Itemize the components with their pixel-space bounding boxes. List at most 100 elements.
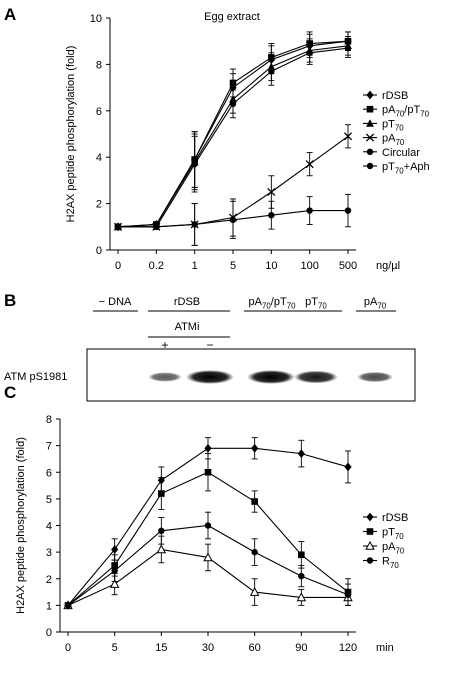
panel-a-point [268, 68, 275, 75]
panel-a-y-tick-label: 6 [96, 106, 102, 118]
panel-c-point [344, 591, 352, 598]
panel-c-y-tick-label: 0 [46, 627, 52, 639]
panel-c-y-tick-label: 3 [46, 547, 52, 559]
panel-c-point [344, 462, 352, 472]
panel-a-point [229, 79, 237, 87]
panel-a-point [191, 160, 198, 168]
panel-c-legend-marker [366, 512, 374, 522]
blot-band [186, 370, 234, 384]
panel-c-legend-label: pT70 [382, 527, 404, 541]
panel-a-legend-label: pT70 [382, 118, 404, 132]
panel-c-y-tick-label: 1 [46, 600, 52, 612]
blot-band [356, 371, 394, 383]
panel-a-point [229, 216, 237, 224]
panel-a-x-tick-label: 10 [265, 260, 277, 272]
panel-a-point [268, 212, 275, 219]
panel-c-y-label: H2AX peptide phosphorylation (fold) [15, 437, 27, 614]
panel-a-legend-label: pA70 [382, 133, 405, 147]
panel-c-point [204, 468, 212, 476]
panel-a-point [229, 100, 237, 108]
blot-ATMi-plus: + [161, 338, 168, 352]
panel-a-legend-marker [365, 133, 375, 142]
panel-a-legend-marker [366, 162, 374, 170]
panel-c-x-tick-label: 60 [249, 642, 261, 654]
panel-c-point [158, 490, 165, 497]
panel-c-x-tick-label: 120 [339, 642, 357, 654]
panel-c-point [298, 572, 305, 580]
panel-c-point [251, 443, 259, 453]
panel-c-point [109, 578, 120, 588]
panel-a-y-tick-label: 2 [96, 199, 102, 211]
panel-a-point [114, 223, 122, 230]
panel-c-y-tick-label: 7 [46, 441, 52, 453]
blot-row-label: ATM pS1981 [4, 371, 67, 383]
panel-a-legend-marker [366, 90, 374, 100]
panel-c-legend-marker [366, 528, 374, 535]
panel-a-point [344, 207, 352, 214]
panel-a-y-tick-label: 10 [90, 13, 102, 25]
panel-c-x-tick-label: 30 [202, 642, 214, 654]
panel-a-legend-label: pA70/pT70 [382, 104, 430, 118]
panel-a-title: Egg extract [204, 11, 260, 23]
blot-band [293, 370, 339, 384]
panel-c-point [297, 449, 305, 459]
panel-a-legend-marker [366, 105, 374, 113]
panel-a-legend-marker [366, 148, 374, 155]
panel-c-point [251, 548, 258, 556]
panel-a-y-tick-label: 0 [96, 245, 102, 257]
panel-c-x-tick-label: 5 [112, 642, 118, 654]
panel-c-chart: 0 1 2 3 4 5 6 7 8 0 5 15 30 60 90 120 min H2AX peptide ph… [15, 414, 408, 654]
panel-c-point [158, 527, 165, 535]
blot-header-pa: pA70 [364, 296, 387, 310]
panel-a-point [305, 160, 314, 169]
blot-header-no-dna: − DNA [99, 296, 132, 308]
panel-c-point [249, 586, 260, 596]
panel-c-y-tick-label: 4 [46, 521, 52, 533]
panel-a-legend-label: pT70+Aph [382, 161, 430, 175]
panel-c-x-tick-label: 15 [155, 642, 167, 654]
panel-b-blot: − DNA rDSB pA70/pT70 pT70 pA70 ATMi + − ATM pS19… [4, 296, 416, 402]
panel-a-y-tick-label: 8 [96, 59, 102, 71]
blot-header-atmi: ATMi [175, 321, 200, 333]
panel-c-point [204, 522, 212, 529]
panel-a-point [267, 187, 276, 197]
panel-c-y-tick-label: 8 [46, 414, 52, 426]
panel-c-point [298, 551, 305, 559]
blot-ATMi-minus: − [206, 338, 213, 352]
panel-c-x-tick-label: 0 [65, 642, 71, 654]
blot-header-papt: pA70/pT70 [249, 296, 297, 310]
blot-band [148, 372, 182, 382]
panel-c-legend-label: pA70 [382, 541, 405, 555]
panel-a-legend-label: rDSB [382, 90, 408, 102]
panel-a-x-unit: ng/µl [376, 260, 400, 272]
panel-a-letter: A [4, 5, 16, 24]
panel-a-y-tick-label: 4 [96, 152, 102, 164]
panel-b-letter: B [4, 291, 16, 310]
panel-c-point [64, 602, 72, 609]
panel-c-legend-label: rDSB [382, 512, 408, 524]
panel-c-point [251, 498, 258, 505]
panel-c-x-unit: min [376, 642, 394, 654]
panel-c-y-tick-label: 2 [46, 574, 52, 586]
panel-c-point [203, 552, 213, 562]
blot-header-pt: pT70 [305, 296, 327, 310]
panel-c-y-tick-label: 5 [46, 494, 52, 506]
panel-a-x-tick-label: 0.2 [149, 260, 164, 272]
panel-c-legend-marker [366, 557, 374, 564]
panel-a-point [306, 49, 313, 56]
panel-c-point [156, 544, 167, 554]
panel-c-legend-label: R70 [382, 556, 399, 570]
panel-a-legend-label: Circular [382, 147, 420, 159]
panel-c-x-tick-label: 90 [295, 642, 307, 654]
panel-a-x-tick-label: 100 [300, 260, 318, 272]
panel-c-legend-marker [365, 540, 375, 550]
panel-a-x-tick-label: 0 [115, 260, 121, 272]
panel-c-point [204, 443, 212, 453]
panel-a-legend-marker [366, 119, 374, 127]
blot-band [247, 370, 295, 384]
panel-c-letter: C [4, 383, 16, 402]
panel-a-point [153, 223, 160, 230]
panel-a-x-tick-label: 5 [230, 260, 236, 272]
